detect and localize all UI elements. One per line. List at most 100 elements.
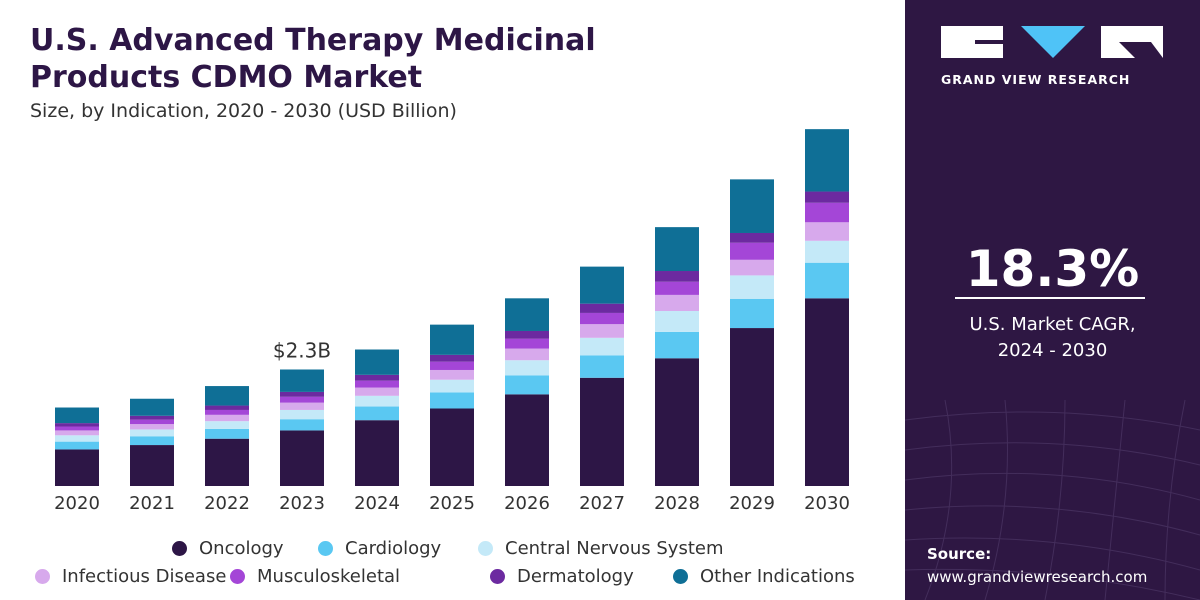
- bar-segment-2023-cardiology: [280, 419, 324, 431]
- bar-segment-2026-oncology: [505, 394, 549, 486]
- legend-row-1: Oncology Cardiology Central Nervous System: [30, 535, 905, 561]
- bar-segment-2024-dermatology: [355, 374, 399, 381]
- chart-subtitle: Size, by Indication, 2020 - 2030 (USD Bi…: [30, 100, 457, 122]
- bar-segment-2020-dermatology: [55, 423, 99, 427]
- bar-segment-2021-oncology: [130, 445, 174, 486]
- bar-segment-2023-musculoskeletal: [280, 396, 324, 403]
- bar-segment-2023-central-nervous-system: [280, 409, 324, 420]
- legend-label: Infectious Disease: [62, 565, 227, 587]
- bar-segment-2021-dermatology: [130, 415, 174, 420]
- legend-item-central-nervous-system: Central Nervous System: [478, 535, 724, 561]
- x-tick-label: 2024: [354, 493, 400, 514]
- bar-segment-2029-cardiology: [730, 298, 774, 329]
- legend-item-musculoskeletal: Musculoskeletal: [230, 563, 400, 589]
- bar-segment-2030-musculoskeletal: [805, 202, 849, 223]
- bar-segment-2029-infectious-disease: [730, 259, 774, 276]
- bar-segment-2028-infectious-disease: [655, 294, 699, 311]
- stacked-bar-chart: 2020 2021 2022 2023 $2.3B 2024 2025 2026 2027 202…: [54, 129, 850, 514]
- bar-segment-2025-cardiology: [430, 392, 474, 409]
- bar-segment-2023-dermatology: [280, 391, 324, 397]
- cagr-value: 18.3%: [965, 240, 1140, 298]
- x-tick-label: 2021: [129, 493, 175, 514]
- bar-segment-2028-dermatology: [655, 271, 699, 282]
- bar-segment-2024-other-indications: [355, 349, 399, 375]
- x-tick-label: 2027: [579, 493, 625, 514]
- cagr-divider: [955, 297, 1145, 299]
- x-tick-label: 2029: [729, 493, 775, 514]
- x-tick-label: 2028: [654, 493, 700, 514]
- data-label-annotation: $2.3B: [273, 338, 331, 362]
- bar-segment-2024-infectious-disease: [355, 387, 399, 396]
- bar-segment-2029-dermatology: [730, 232, 774, 243]
- legend-swatch: [230, 568, 245, 584]
- bar-segment-2020-central-nervous-system: [55, 435, 99, 442]
- bar-segment-2022-central-nervous-system: [205, 421, 249, 429]
- x-tick-label: 2025: [429, 493, 475, 514]
- legend-swatch: [673, 568, 688, 584]
- legend-item-cardiology: Cardiology: [318, 535, 441, 561]
- bar-segment-2027-cardiology: [580, 355, 624, 378]
- legend-swatch: [318, 540, 333, 556]
- bar-segment-2028-oncology: [655, 358, 699, 486]
- legend-item-other-indications: Other Indications: [673, 563, 855, 589]
- bar-segment-2026-cardiology: [505, 375, 549, 395]
- bar-segment-2022-cardiology: [205, 428, 249, 439]
- bar-segment-2020-other-indications: [55, 407, 99, 424]
- legend-item-infectious-disease: Infectious Disease: [35, 563, 226, 589]
- x-tick-label: 2030: [804, 493, 850, 514]
- bar-segment-2026-musculoskeletal: [505, 338, 549, 349]
- bar-segment-2026-central-nervous-system: [505, 360, 549, 376]
- x-tick-label: 2020: [54, 493, 100, 514]
- bar-segment-2027-musculoskeletal: [580, 312, 624, 325]
- source-label: Source:: [927, 545, 992, 563]
- bar-segment-2029-oncology: [730, 328, 774, 486]
- bar-segment-2024-cardiology: [355, 406, 399, 421]
- cagr-label-line2: 2024 - 2030: [997, 340, 1108, 361]
- cagr-label: U.S. Market CAGR, 2024 - 2030: [905, 312, 1200, 364]
- bar-segment-2024-musculoskeletal: [355, 380, 399, 388]
- legend-label: Other Indications: [700, 565, 855, 587]
- chart-panel: 2020 2021 2022 2023 $2.3B 2024 2025 2026 2027 202…: [30, 23, 905, 589]
- gvr-logo-icon: [941, 26, 1163, 58]
- legend-label: Cardiology: [345, 537, 442, 559]
- bar-segment-2025-oncology: [430, 408, 474, 486]
- bar-segment-2024-oncology: [355, 420, 399, 486]
- bar-segment-2030-central-nervous-system: [805, 240, 849, 263]
- bar-segment-2022-other-indications: [205, 386, 249, 406]
- legend-swatch: [490, 568, 505, 584]
- bar-segment-2030-cardiology: [805, 262, 849, 299]
- bar-segment-2021-infectious-disease: [130, 424, 174, 430]
- bar-segment-2027-dermatology: [580, 303, 624, 313]
- bar-segment-2021-other-indications: [130, 398, 174, 416]
- bar-segment-2020-infectious-disease: [55, 430, 99, 436]
- bar-segment-2029-central-nervous-system: [730, 275, 774, 299]
- bar-segment-2026-dermatology: [505, 330, 549, 339]
- bar-segment-2027-oncology: [580, 377, 624, 486]
- legend-label: Oncology: [199, 537, 284, 559]
- legend-swatch: [172, 540, 187, 556]
- legend-item-oncology: Oncology: [172, 535, 284, 561]
- bar-segment-2027-infectious-disease: [580, 324, 624, 338]
- bar-segment-2022-dermatology: [205, 405, 249, 410]
- bar-segment-2024-central-nervous-system: [355, 395, 399, 407]
- bar-segment-2020-musculoskeletal: [55, 426, 99, 431]
- legend-label: Dermatology: [517, 565, 634, 587]
- background-grid: [905, 399, 1200, 600]
- bar-segment-2030-dermatology: [805, 191, 849, 203]
- bar-segment-2021-musculoskeletal: [130, 419, 174, 425]
- bar-segment-2021-cardiology: [130, 436, 174, 446]
- bar-segment-2023-oncology: [280, 430, 324, 486]
- bar-segment-2028-musculoskeletal: [655, 281, 699, 295]
- bar-segment-2023-other-indications: [280, 369, 324, 392]
- x-tick-label: 2026: [504, 493, 550, 514]
- chart-title: U.S. Advanced Therapy Medicinal Products…: [30, 23, 596, 95]
- legend-label: Musculoskeletal: [257, 565, 401, 587]
- source-url[interactable]: www.grandviewresearch.com: [927, 568, 1148, 586]
- cagr-label-line1: U.S. Market CAGR,: [969, 314, 1136, 335]
- bar-segment-2020-cardiology: [55, 441, 99, 450]
- bar-segment-2030-other-indications: [805, 129, 849, 192]
- bar-segment-2028-central-nervous-system: [655, 310, 699, 332]
- bar-segment-2029-musculoskeletal: [730, 242, 774, 260]
- bar-segment-2025-musculoskeletal: [430, 361, 474, 370]
- summary-panel: GRAND VIEW RESEARCH 18.3% U.S. Market CA…: [905, 0, 1200, 600]
